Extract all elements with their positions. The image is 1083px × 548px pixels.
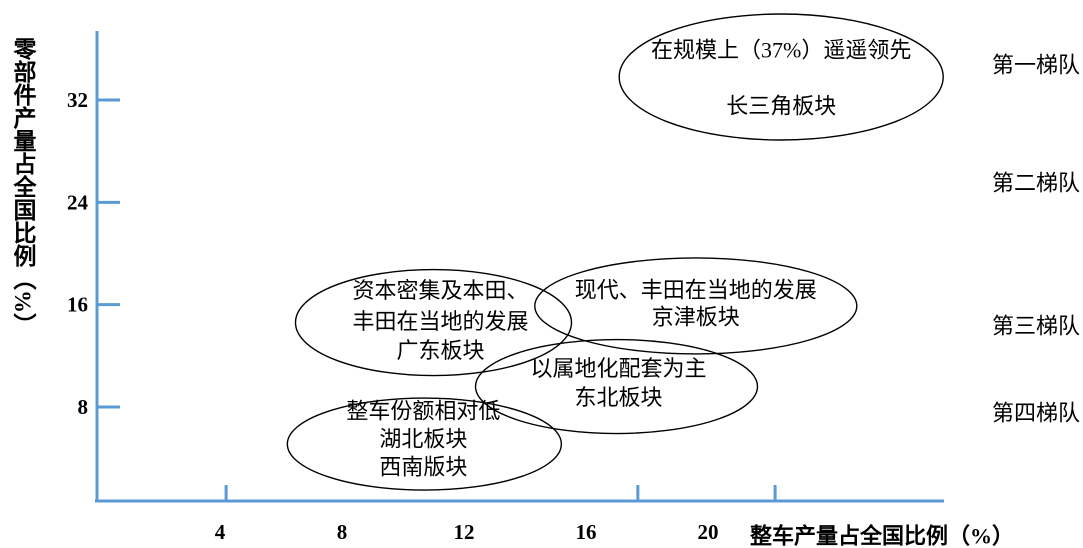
region-label-line: 京津板块 [652, 304, 740, 329]
tick-labels: 8 16 24 32 4 8 12 16 20 [67, 88, 719, 544]
tier-label: 第一梯队 [992, 53, 1080, 78]
y-tick-label: 32 [67, 88, 88, 112]
region-label-line: 湖北板块 [379, 427, 467, 452]
region-ellipse [286, 397, 563, 491]
region-label-line: 在规模上（37%）遥遥领先 [651, 37, 911, 62]
axes [95, 31, 944, 503]
region-ellipse [534, 257, 858, 355]
region-label-line: 丰田在当地的发展 [352, 309, 528, 334]
x-tick-label: 12 [454, 520, 475, 544]
x-tick-label: 4 [215, 520, 226, 544]
tier-label: 第三梯队 [992, 314, 1080, 339]
y-tick-label: 8 [78, 395, 89, 419]
tier-label: 第二梯队 [992, 171, 1080, 196]
region-label-line: 以属地化配套为主 [530, 356, 706, 381]
region-label-line: 资本密集及本田、 [352, 278, 528, 303]
tier-label: 第四梯队 [992, 401, 1080, 426]
region-label-line: 西南版块 [379, 455, 467, 480]
region-ellipse [474, 338, 759, 435]
y-tick-label: 24 [67, 190, 89, 214]
x-tick-label: 20 [698, 520, 719, 544]
region-label-line: 广东板块 [396, 338, 484, 363]
region-label-line: 现代、丰田在当地的发展 [575, 277, 817, 302]
region-label-line: 长三角板块 [726, 93, 836, 118]
region-ellipse [618, 13, 944, 141]
x-tick-label: 8 [337, 520, 348, 544]
region-label-line: 东北板块 [574, 385, 662, 410]
x-axis-title: 整车产量占全国比例（%） [750, 524, 1014, 548]
region-label-line: 整车份额相对低 [346, 399, 500, 424]
x-tick-label: 16 [576, 520, 597, 544]
region-ellipse [294, 268, 573, 377]
region-ellipses [286, 13, 944, 491]
y-axis-title: 零部件产量占全国比例（%） [10, 37, 35, 336]
tick-marks [97, 98, 777, 501]
y-tick-label: 16 [67, 293, 88, 317]
